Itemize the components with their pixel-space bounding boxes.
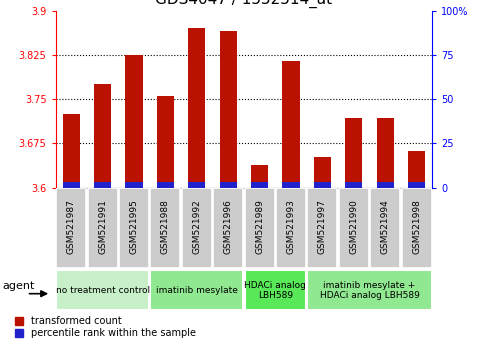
Bar — [314, 157, 331, 188]
Text: GSM521993: GSM521993 — [286, 199, 296, 254]
Bar — [283, 61, 299, 188]
FancyBboxPatch shape — [244, 188, 275, 268]
Bar — [94, 84, 111, 188]
Text: GSM521995: GSM521995 — [129, 199, 139, 254]
Legend: transformed count, percentile rank within the sample: transformed count, percentile rank withi… — [14, 316, 196, 338]
FancyBboxPatch shape — [119, 188, 149, 268]
Bar — [126, 182, 142, 188]
Text: GSM521994: GSM521994 — [381, 199, 390, 254]
Bar — [251, 182, 268, 188]
Text: GSM521996: GSM521996 — [224, 199, 233, 254]
Bar — [345, 118, 362, 188]
FancyBboxPatch shape — [150, 188, 181, 268]
Text: agent: agent — [3, 281, 35, 291]
Bar — [377, 182, 394, 188]
Bar — [283, 182, 299, 188]
Bar — [126, 55, 142, 188]
FancyBboxPatch shape — [370, 188, 400, 268]
FancyBboxPatch shape — [401, 188, 432, 268]
Text: HDACi analog
LBH589: HDACi analog LBH589 — [244, 281, 306, 300]
FancyBboxPatch shape — [276, 188, 306, 268]
Bar — [220, 182, 237, 188]
Bar — [63, 182, 80, 188]
Text: GSM521987: GSM521987 — [67, 199, 76, 254]
Text: GSM521997: GSM521997 — [318, 199, 327, 254]
Text: GSM521989: GSM521989 — [255, 199, 264, 254]
FancyBboxPatch shape — [56, 188, 86, 268]
Bar — [188, 28, 205, 188]
Text: GSM521998: GSM521998 — [412, 199, 421, 254]
Bar — [251, 165, 268, 188]
FancyBboxPatch shape — [182, 188, 212, 268]
Text: GSM521992: GSM521992 — [192, 199, 201, 254]
FancyBboxPatch shape — [307, 270, 432, 310]
Text: no treatment control: no treatment control — [56, 286, 150, 295]
Bar — [157, 96, 174, 188]
FancyBboxPatch shape — [150, 270, 243, 310]
FancyBboxPatch shape — [87, 188, 118, 268]
Bar — [188, 182, 205, 188]
Title: GDS4047 / 1552514_at: GDS4047 / 1552514_at — [156, 0, 332, 8]
FancyBboxPatch shape — [307, 188, 338, 268]
Bar — [408, 151, 425, 188]
Text: GSM521990: GSM521990 — [349, 199, 358, 254]
FancyBboxPatch shape — [339, 188, 369, 268]
Bar — [63, 114, 80, 188]
Bar — [345, 182, 362, 188]
Bar — [220, 31, 237, 188]
Bar — [94, 182, 111, 188]
Bar — [377, 118, 394, 188]
Text: imatinib mesylate: imatinib mesylate — [156, 286, 238, 295]
Text: imatinib mesylate +
HDACi analog LBH589: imatinib mesylate + HDACi analog LBH589 — [320, 281, 419, 300]
FancyBboxPatch shape — [213, 188, 243, 268]
Bar — [157, 182, 174, 188]
FancyBboxPatch shape — [244, 270, 306, 310]
Text: GSM521991: GSM521991 — [98, 199, 107, 254]
Text: GSM521988: GSM521988 — [161, 199, 170, 254]
Bar — [314, 182, 331, 188]
FancyBboxPatch shape — [56, 270, 149, 310]
Bar — [408, 182, 425, 188]
